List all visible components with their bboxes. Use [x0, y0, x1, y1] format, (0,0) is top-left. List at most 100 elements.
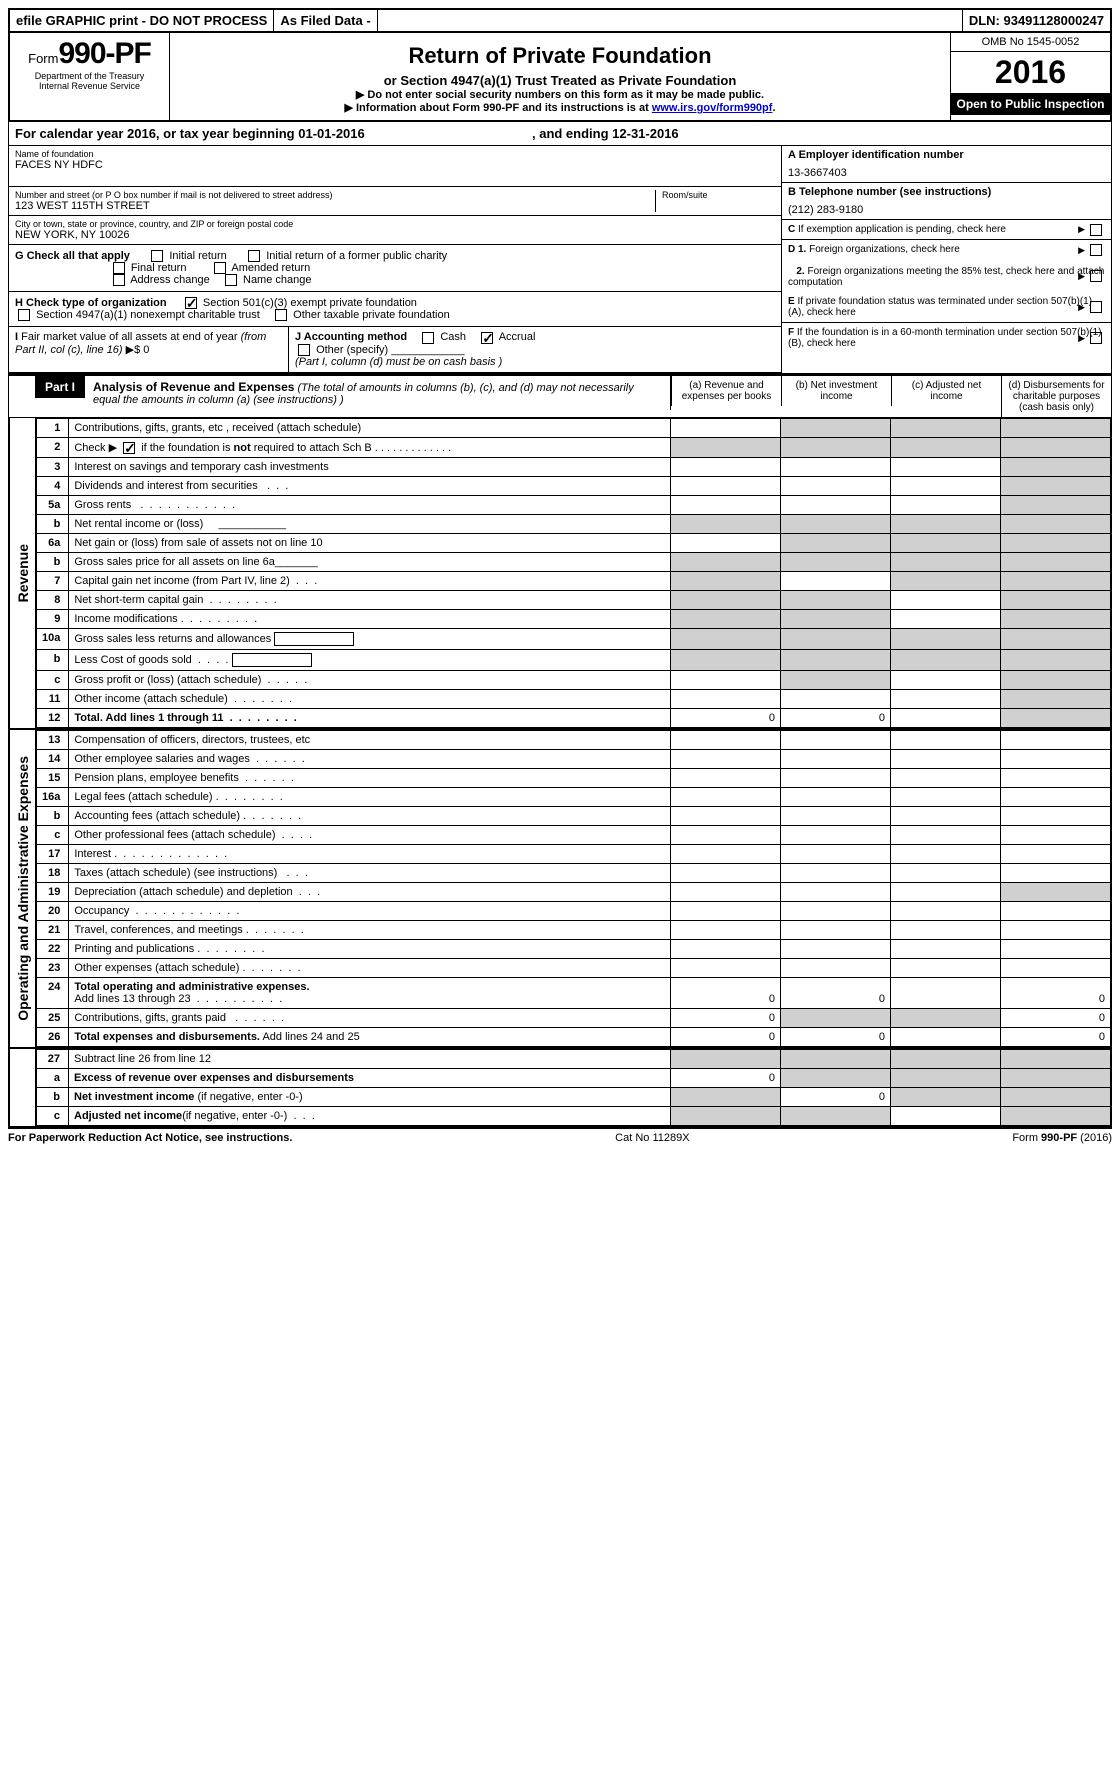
h-o2: Section 4947(a)(1) nonexempt charitable …: [36, 309, 260, 321]
g-o5: Address change: [130, 274, 210, 286]
a-cell: A Employer identification number 13-3667…: [782, 146, 1111, 183]
foundation-city: NEW YORK, NY 10026: [15, 229, 775, 241]
line-10a: 10aGross sales less returns and allowanc…: [37, 628, 1111, 649]
name-label: Name of foundation: [15, 149, 775, 159]
line-19: 19Depreciation (attach schedule) and dep…: [37, 882, 1111, 901]
note-1: ▶ Do not enter social security numbers o…: [176, 88, 944, 101]
line-20: 20Occupancy . . . . . . . . . . . .: [37, 901, 1111, 920]
line-27c: cAdjusted net income(if negative, enter …: [37, 1106, 1111, 1125]
cal-pre: For calendar year 2016, or tax year begi…: [15, 126, 298, 141]
line-13: 13Compensation of officers, directors, t…: [37, 730, 1111, 749]
j-other: Other (specify): [316, 344, 388, 356]
e-text: If private foundation status was termina…: [788, 296, 1092, 318]
h-label: H Check type of organization: [15, 297, 167, 309]
j-accrual-checkbox[interactable]: [481, 332, 493, 344]
d1-checkbox[interactable]: [1090, 244, 1102, 256]
f-checkbox[interactable]: [1090, 332, 1102, 344]
revenue-vert-label: Revenue: [10, 418, 36, 728]
ein-value: 13-3667403: [788, 167, 1105, 179]
note-2-post: .: [772, 102, 775, 114]
part1-header: Part I Analysis of Revenue and Expenses …: [8, 374, 1112, 418]
omb-label: OMB No 1545-0052: [951, 33, 1110, 52]
line-18: 18Taxes (attach schedule) (see instructi…: [37, 863, 1111, 882]
line-2: 2Check ▶ if the foundation is not requir…: [37, 437, 1111, 457]
j-other-checkbox[interactable]: [298, 344, 310, 356]
line-6b: bGross sales price for all assets on lin…: [37, 552, 1111, 571]
line-7: 7Capital gain net income (from Part IV, …: [37, 571, 1111, 590]
header-center: Return of Private Foundation or Section …: [170, 33, 950, 120]
line27-table: 27Subtract line 26 from line 12 aExcess …: [36, 1049, 1111, 1126]
g-label: G Check all that apply: [15, 250, 130, 262]
j-accrual: Accrual: [499, 331, 536, 343]
h-501c3-checkbox[interactable]: [185, 297, 197, 309]
e-checkbox[interactable]: [1090, 301, 1102, 313]
expenses-table: 13Compensation of officers, directors, t…: [36, 730, 1111, 1047]
line-10c: cGross profit or (loss) (attach schedule…: [37, 670, 1111, 689]
city-cell: City or town, state or province, country…: [9, 216, 781, 245]
j-cash-checkbox[interactable]: [422, 332, 434, 344]
col-a-header: (a) Revenue and expenses per books: [671, 376, 781, 406]
line-6a: 6aNet gain or (loss) from sale of assets…: [37, 533, 1111, 552]
revenue-table: 1Contributions, gifts, grants, etc , rec…: [36, 418, 1111, 728]
cal-mid: , and ending: [532, 126, 612, 141]
line-27: 27Subtract line 26 from line 12: [37, 1049, 1111, 1068]
col-c-header: (c) Adjusted net income: [891, 376, 1001, 406]
g-final-checkbox[interactable]: [113, 262, 125, 274]
phone-value: (212) 283-9180: [788, 204, 1105, 216]
cal-begin: 01-01-2016: [298, 126, 365, 141]
line-9: 9Income modifications . . . . . . . . .: [37, 609, 1111, 628]
line-4: 4Dividends and interest from securities …: [37, 476, 1111, 495]
j-label: J Accounting method: [295, 331, 407, 343]
asfiled-label: As Filed Data -: [274, 10, 377, 31]
note-2-pre: ▶ Information about Form 990-PF and its …: [344, 102, 651, 114]
open-public-badge: Open to Public Inspection: [951, 93, 1110, 115]
i-value: ▶$ 0: [126, 344, 150, 356]
irs-link[interactable]: www.irs.gov/form990pf: [652, 102, 773, 114]
addr-label: Number and street (or P O box number if …: [15, 190, 655, 200]
h-4947-checkbox[interactable]: [18, 309, 30, 321]
line-22: 22Printing and publications . . . . . . …: [37, 939, 1111, 958]
footer-right: Form 990-PF (2016): [1012, 1132, 1112, 1144]
a-label: A Employer identification number: [788, 149, 1105, 161]
page-footer: For Paperwork Reduction Act Notice, see …: [8, 1127, 1112, 1144]
c-checkbox[interactable]: [1090, 224, 1102, 236]
line-21: 21Travel, conferences, and meetings . . …: [37, 920, 1111, 939]
g-row: G Check all that apply Initial return In…: [9, 245, 781, 292]
line-23: 23Other expenses (attach schedule) . . .…: [37, 958, 1111, 977]
h-other-checkbox[interactable]: [275, 309, 287, 321]
line-15: 15Pension plans, employee benefits . . .…: [37, 768, 1111, 787]
revenue-section: Revenue 1Contributions, gifts, grants, e…: [8, 418, 1112, 728]
g-name-checkbox[interactable]: [225, 274, 237, 286]
d2-checkbox[interactable]: [1090, 270, 1102, 282]
g-amended-checkbox[interactable]: [214, 262, 226, 274]
part1-desc: Analysis of Revenue and Expenses (The to…: [85, 376, 671, 410]
section-i: I Fair market value of all assets at end…: [9, 327, 289, 371]
calendar-year-row: For calendar year 2016, or tax year begi…: [8, 122, 1112, 146]
g-address-checkbox[interactable]: [113, 274, 125, 286]
foundation-name: FACES NY HDFC: [15, 159, 775, 171]
f-text: If the foundation is in a 60-month termi…: [788, 327, 1102, 349]
efile-label: efile GRAPHIC print - DO NOT PROCESS: [10, 10, 274, 31]
top-bar: efile GRAPHIC print - DO NOT PROCESS As …: [8, 8, 1112, 33]
line-10b: bLess Cost of goods sold . . . .: [37, 649, 1111, 670]
dept-1: Department of the Treasury: [14, 71, 165, 81]
section-j: J Accounting method Cash Accrual Other (…: [289, 327, 781, 371]
line-16c: cOther professional fees (attach schedul…: [37, 825, 1111, 844]
line-5b: bNet rental income or (loss) ___________: [37, 514, 1111, 533]
g-o3: Final return: [131, 262, 187, 274]
form-subtitle: or Section 4947(a)(1) Trust Treated as P…: [176, 73, 944, 88]
line27-section: 27Subtract line 26 from line 12 aExcess …: [8, 1047, 1112, 1127]
line-27b: bNet investment income (if negative, ent…: [37, 1087, 1111, 1106]
g-initial-checkbox[interactable]: [151, 250, 163, 262]
line-16a: 16aLegal fees (attach schedule) . . . . …: [37, 787, 1111, 806]
g-o6: Name change: [243, 274, 312, 286]
cal-end: 12-31-2016: [612, 126, 679, 141]
form-number: 990-PF: [58, 37, 150, 70]
line-26: 26Total expenses and disbursements. Add …: [37, 1027, 1111, 1046]
schb-checkbox[interactable]: [123, 442, 135, 454]
e-cell: E If private foundation status was termi…: [782, 292, 1111, 323]
g-initial-former-checkbox[interactable]: [248, 250, 260, 262]
form-prefix: Form: [28, 51, 58, 66]
g-o4: Amended return: [231, 262, 310, 274]
line-3: 3Interest on savings and temporary cash …: [37, 457, 1111, 476]
